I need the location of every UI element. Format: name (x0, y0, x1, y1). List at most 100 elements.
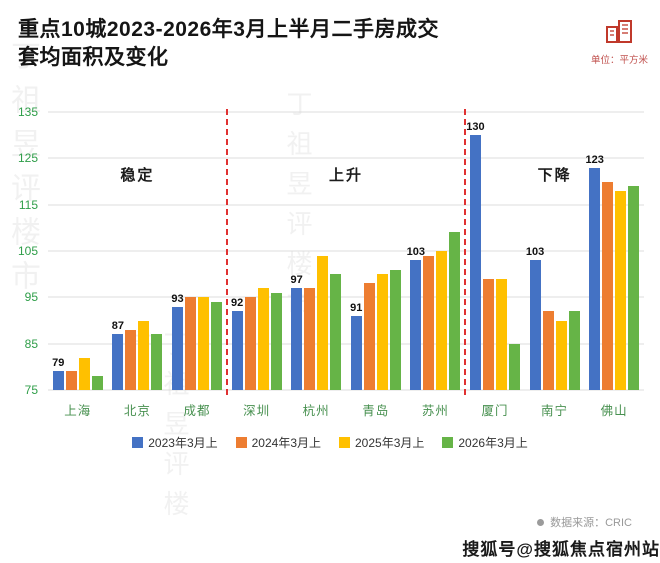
legend-swatch (442, 437, 454, 448)
gridline (48, 111, 644, 113)
legend-label: 2024年3月上 (251, 436, 321, 450)
section-label: 稳定 (120, 167, 155, 184)
unit-box: 单位：平方米 (591, 16, 648, 66)
x-tick-label: 成都 (183, 404, 211, 418)
bar (270, 292, 282, 390)
bar (330, 274, 342, 390)
bar (91, 376, 103, 390)
bar (542, 311, 554, 390)
legend-swatch (339, 437, 350, 448)
bar (184, 297, 196, 390)
gridline (48, 296, 644, 298)
bar: 79 (52, 357, 64, 390)
gridline (48, 157, 644, 159)
legend-label: 2026年3月上 (458, 436, 528, 450)
bar (125, 329, 137, 390)
legend-swatch (132, 437, 144, 448)
page-title-line1: 重点10城2023-2026年3月上半月二手房成交 (18, 18, 439, 41)
building-icon (606, 20, 633, 43)
bar (304, 288, 316, 390)
bar-groups: 79 87 93 92 97 91 103 130 103 123 (48, 112, 644, 390)
bar: 93 (171, 293, 184, 390)
bullet-icon (537, 518, 545, 526)
bar-group: 92 (227, 112, 287, 390)
legend-swatch (235, 437, 247, 448)
account-watermark: 搜狐号@搜狐焦点宿州站 (462, 540, 660, 559)
bar-group: 103 (406, 112, 466, 390)
bar (482, 278, 494, 390)
bar-value-label: 93 (171, 292, 184, 305)
bar: 92 (231, 297, 243, 390)
page-title-line2: 套均面积及变化 (18, 46, 169, 70)
bar (508, 343, 520, 390)
bar-value-label: 97 (290, 274, 303, 287)
legend-item: 2025年3月上 (339, 434, 424, 451)
legend-label: 2025年3月上 (355, 436, 425, 450)
bar-value-label: 103 (406, 246, 426, 259)
legend-label: 2023年3月上 (148, 436, 218, 450)
bar: 103 (526, 246, 544, 390)
y-axis: 75 85 95 105 115 125 135 (8, 105, 40, 397)
bar: 130 (466, 121, 485, 390)
y-tick-label: 115 (18, 197, 38, 212)
bar (602, 181, 614, 390)
legend-item: 2024年3月上 (235, 434, 321, 451)
gridline (48, 204, 644, 206)
bar: 97 (291, 274, 303, 390)
bar (423, 255, 435, 390)
x-tick-label: 北京 (123, 404, 151, 418)
bar (244, 297, 256, 390)
bar (210, 301, 222, 390)
page-title: 重点10城2023-2026年3月上半月二手房成交 套均面积及变化 (18, 16, 439, 73)
bar: 123 (585, 154, 604, 390)
bar (376, 274, 388, 390)
plot-area: 79 87 93 92 97 91 103 130 103 123 稳定 上升 下降 (48, 109, 644, 395)
bar-group: 103 (525, 112, 585, 390)
gridline (48, 343, 644, 345)
bar-group: 130 (465, 112, 525, 390)
unit-label: 单位：平方米 (590, 55, 648, 66)
bar: 87 (112, 320, 124, 390)
legend: 2023年3月上 2024年3月上 2025年3月上 2026年3月上 (0, 434, 660, 451)
section-label: 上升 (328, 167, 364, 184)
bar (449, 232, 461, 390)
bar (317, 255, 329, 390)
section-separator (464, 109, 467, 395)
bar-group: 91 (346, 112, 406, 390)
bar (495, 278, 507, 390)
bar-value-label: 91 (350, 301, 363, 314)
x-tick-label: 佛山 (600, 404, 628, 418)
y-tick-label: 135 (17, 105, 38, 119)
bar-value-label: 130 (466, 121, 485, 134)
section-label: 下降 (537, 167, 572, 184)
x-tick-label: 上海 (64, 404, 92, 418)
bar (138, 320, 150, 390)
bar (628, 186, 640, 390)
bar-value-label: 79 (52, 357, 65, 370)
bar-group: 97 (286, 112, 346, 390)
bar (257, 288, 269, 390)
y-tick-label: 105 (17, 244, 38, 258)
bar-group: 87 (108, 112, 168, 390)
header: 重点10城2023-2026年3月上半月二手房成交 套均面积及变化 单位：平方米 (18, 16, 648, 73)
bar-group: 93 (167, 112, 227, 390)
bar-value-label: 87 (111, 320, 125, 333)
x-tick-label: 青岛 (362, 404, 390, 418)
bar (568, 311, 580, 390)
bar (78, 357, 90, 390)
bar-value-label: 123 (585, 153, 604, 166)
x-tick-label: 南宁 (541, 404, 569, 418)
bar-group: 123 (584, 112, 644, 390)
section-separator (225, 109, 228, 395)
bar-value-label: 92 (230, 297, 244, 310)
bar-group: 79 (48, 112, 108, 390)
bar: 91 (350, 302, 362, 390)
x-tick-label: 杭州 (302, 404, 330, 418)
bar (197, 297, 209, 390)
x-tick-label: 深圳 (243, 404, 271, 418)
bar (151, 334, 163, 390)
x-tick-label: 厦门 (481, 404, 509, 418)
bar (436, 251, 448, 390)
y-tick-label: 75 (24, 383, 38, 397)
